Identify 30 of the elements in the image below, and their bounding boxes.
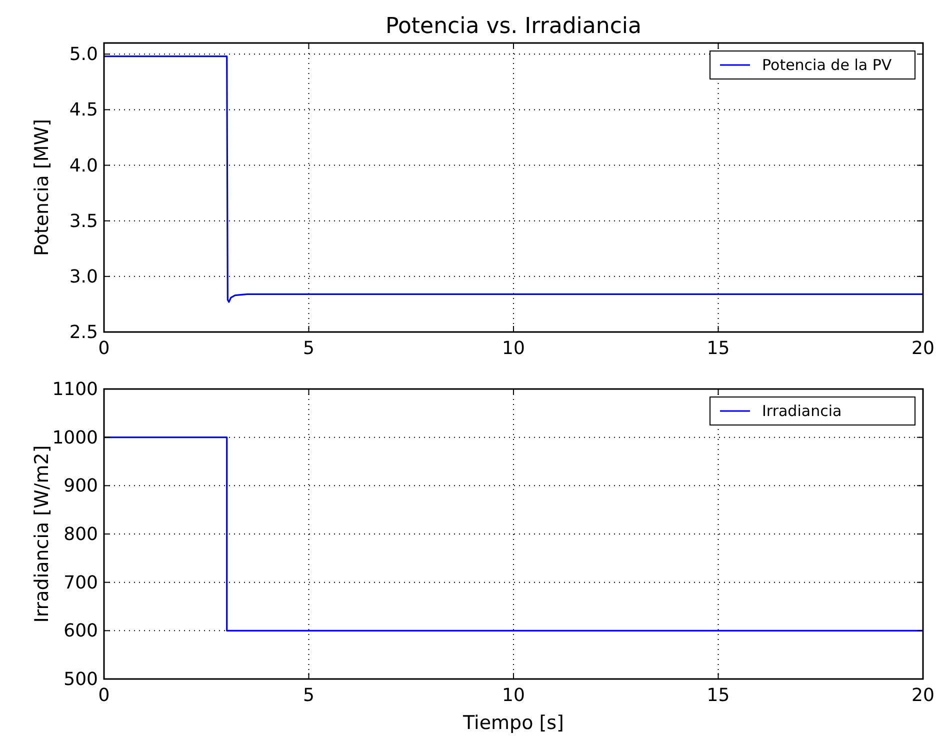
y-tick-label: 4.5 [69, 100, 98, 121]
x-axis-title: Tiempo [s] [462, 712, 564, 734]
y-tick-label: 2.5 [69, 322, 98, 343]
y-axis-title: Potencia [MW] [31, 119, 53, 256]
chart-title: Potencia vs. Irradiancia [385, 14, 642, 39]
y-tick-label: 500 [64, 669, 98, 690]
y-tick-label: 4.0 [69, 155, 98, 176]
y-tick-label: 1000 [52, 427, 98, 448]
y-tick-label: 700 [64, 572, 98, 594]
legend-label: Potencia de la PV [762, 56, 892, 74]
y-axis-title: Irradiancia [W/m2] [31, 445, 53, 623]
y-tick-label: 5.0 [69, 44, 98, 66]
x-tick-label: 20 [912, 338, 934, 359]
y-tick-label: 800 [64, 524, 98, 545]
y-tick-label: 3.5 [69, 210, 98, 232]
x-tick-label: 15 [706, 685, 730, 706]
x-tick-label: 5 [303, 685, 314, 706]
x-tick-label: 0 [98, 338, 110, 359]
y-tick-label: 3.0 [69, 266, 98, 288]
x-tick-label: 0 [98, 685, 110, 706]
line-series [103, 56, 924, 303]
x-tick-label: 20 [912, 685, 934, 706]
x-tick-label: 15 [706, 338, 730, 359]
x-tick-label: 10 [502, 685, 525, 706]
y-tick-label: 900 [64, 476, 98, 497]
x-tick-label: 5 [303, 338, 314, 359]
x-tick-label: 10 [502, 338, 525, 359]
y-tick-label: 600 [64, 620, 98, 642]
y-tick-label: 1100 [52, 379, 98, 400]
legend-label: Irradiancia [762, 402, 842, 420]
